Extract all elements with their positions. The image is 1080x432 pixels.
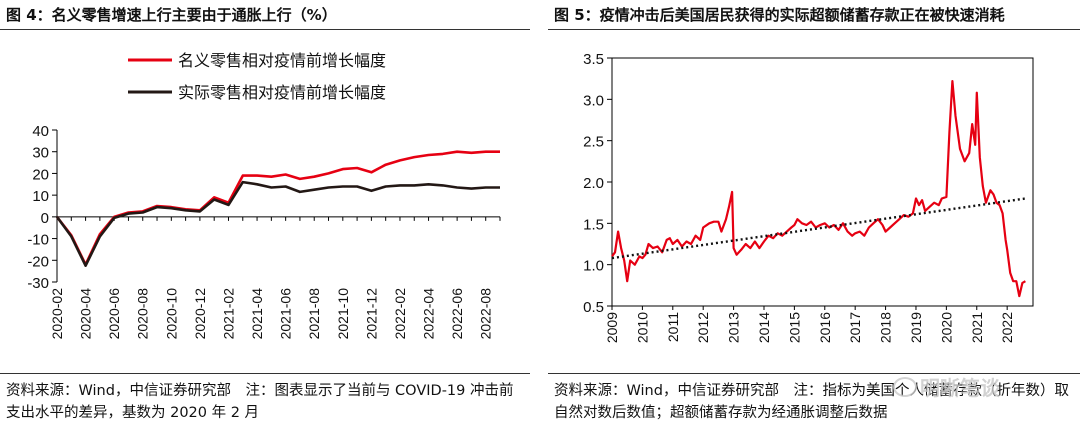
x-tick-label: 2010 [634, 312, 650, 343]
y-tick-label: 3.0 [583, 92, 604, 109]
y-tick-label: 30 [32, 145, 49, 162]
x-tick-label: 2020-08 [135, 288, 151, 340]
x-tick-label: 2016 [817, 312, 833, 343]
source-divider-right [548, 373, 1080, 374]
x-tick-label: 2019 [908, 312, 924, 343]
x-tick-label: 2022-08 [478, 288, 494, 340]
source-note-right: 资料来源：Wind，中信证券研究部 注：指标为美国个人储蓄存款（折年数）取自然对… [554, 383, 1069, 421]
x-tick-label: 2020-04 [78, 288, 94, 340]
wechat-icon [893, 377, 917, 397]
x-tick-label: 2022-02 [392, 288, 408, 340]
x-tick-label: 2021-02 [220, 288, 236, 340]
x-tick-label: 2022-06 [449, 288, 465, 340]
y-tick-label: -30 [27, 275, 49, 292]
x-tick-label: 2009 [604, 312, 620, 343]
x-tick-label: 2022 [999, 312, 1015, 343]
x-tick-label: 2012 [695, 312, 711, 343]
chart-panel-right: 图 5：疫情冲击后美国居民获得的实际超额储蓄存款正在被快速消耗 3.5 3.0 2.… [548, 0, 1080, 432]
x-tick-label: 2020-02 [49, 288, 65, 340]
y-tick-label: 1.0 [583, 258, 604, 275]
x-tick-label: 2021-08 [306, 288, 322, 340]
y-tick-label: 20 [32, 166, 49, 183]
x-tick-label: 2017 [847, 312, 863, 343]
x-tick-label: 2011 [665, 312, 681, 342]
x-tick-label: 2022-04 [421, 288, 437, 340]
y-tick-label: 2.0 [583, 175, 604, 192]
y-tick-label: 40 [32, 123, 49, 140]
source-divider-left [0, 373, 530, 374]
title-divider-right [548, 29, 1080, 30]
x-tick-label: 2021-06 [278, 288, 294, 340]
x-tick-label: 2021-12 [363, 288, 379, 340]
y-tick-label: 2.5 [583, 134, 604, 151]
y-tick-label: 10 [32, 188, 49, 205]
y-tick-label: -10 [27, 232, 49, 249]
x-tick-label: 2020 [938, 312, 954, 343]
title-divider-left [0, 29, 530, 30]
x-tick-label: 2020-06 [106, 288, 122, 340]
plot-frame [611, 57, 1034, 307]
x-tick-label: 2021-10 [335, 288, 351, 340]
x-tick-label: 2013 [726, 312, 742, 343]
y-tick-label: 3.5 [583, 51, 604, 68]
source-note-left: 资料来源：Wind，中信证券研究部 注：图表显示了当前与 COVID-19 冲击… [6, 383, 514, 421]
nominal-retail-line [55, 150, 500, 266]
watermark: 明晰笔谈 [920, 376, 1000, 400]
y-tick-label: -20 [27, 253, 49, 270]
real-retail-line [55, 180, 500, 268]
x-tick-label: 2015 [786, 312, 802, 343]
y-tick-label: 0.5 [583, 299, 604, 316]
y-tick-label: 1.5 [583, 216, 604, 233]
x-tick-label: 2021-04 [249, 288, 265, 340]
legend-label: 实际零售相对疫情前增长幅度 [178, 84, 386, 102]
x-tick-label: 2020-12 [192, 288, 208, 340]
chart-panel-left: 图 4：名义零售增速上行主要由于通胀上行（%） 名义零售相对疫情前增长幅度 实际零… [0, 0, 530, 432]
y-tick-label: 0 [41, 210, 49, 227]
x-tick-label: 2014 [756, 312, 772, 343]
excess-savings-line [611, 79, 1026, 298]
chart-title-right: 图 5：疫情冲击后美国居民获得的实际超额储蓄存款正在被快速消耗 [554, 6, 1005, 24]
x-tick-label: 2020-10 [163, 288, 179, 340]
legend-label: 名义零售相对疫情前增长幅度 [178, 52, 386, 70]
trend-line [611, 197, 1026, 260]
x-tick-label: 2021 [969, 312, 985, 343]
x-tick-label: 2018 [878, 312, 894, 343]
chart-title-left: 图 4：名义零售增速上行主要由于通胀上行（%） [6, 6, 337, 24]
